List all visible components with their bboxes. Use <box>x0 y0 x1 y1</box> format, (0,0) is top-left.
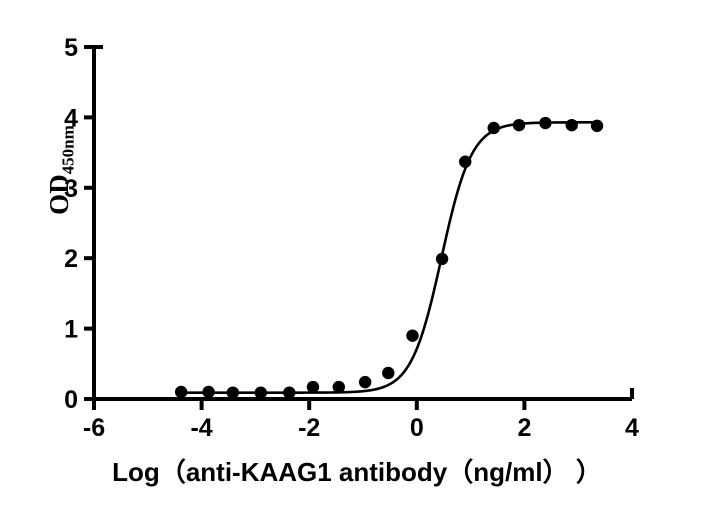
data-point <box>539 116 552 130</box>
y-tick-label: 2 <box>64 245 78 273</box>
data-point <box>283 386 296 399</box>
x-tick-label: -6 <box>83 414 105 442</box>
y-tick-label: 5 <box>64 34 78 62</box>
data-point <box>382 366 395 380</box>
data-point <box>459 155 472 168</box>
y-tick-label: 4 <box>64 104 78 132</box>
fit-curve <box>179 121 599 394</box>
x-tick-label: 0 <box>410 414 424 442</box>
data-point <box>358 375 372 389</box>
data-point <box>565 118 578 132</box>
data-point <box>435 252 449 266</box>
axis-lines <box>84 45 634 410</box>
x-tick-label: 4 <box>625 414 639 442</box>
data-point <box>306 380 320 394</box>
data-point <box>254 386 267 399</box>
data-point-markers <box>174 116 604 399</box>
y-tick-labels: 0 1 2 3 4 5 <box>64 34 78 414</box>
x-tick-labels: -6 -4 -2 0 2 4 <box>83 414 639 442</box>
data-point <box>487 121 500 135</box>
x-tick-label: -2 <box>298 414 320 442</box>
data-point <box>202 385 215 399</box>
data-point <box>226 386 240 399</box>
data-point <box>332 380 345 394</box>
y-tick-label: 0 <box>64 386 78 414</box>
data-point <box>590 119 604 133</box>
x-tick-label: -4 <box>190 414 212 442</box>
data-point <box>174 385 188 399</box>
data-point <box>512 118 526 132</box>
x-tick-label: 2 <box>517 414 531 442</box>
y-tick-label: 1 <box>64 316 78 344</box>
y-tick-label: 3 <box>64 175 78 203</box>
x-axis-title: Log（anti-KAAG1 antibody（ng/ml） ） <box>112 457 602 487</box>
data-point <box>406 329 419 342</box>
